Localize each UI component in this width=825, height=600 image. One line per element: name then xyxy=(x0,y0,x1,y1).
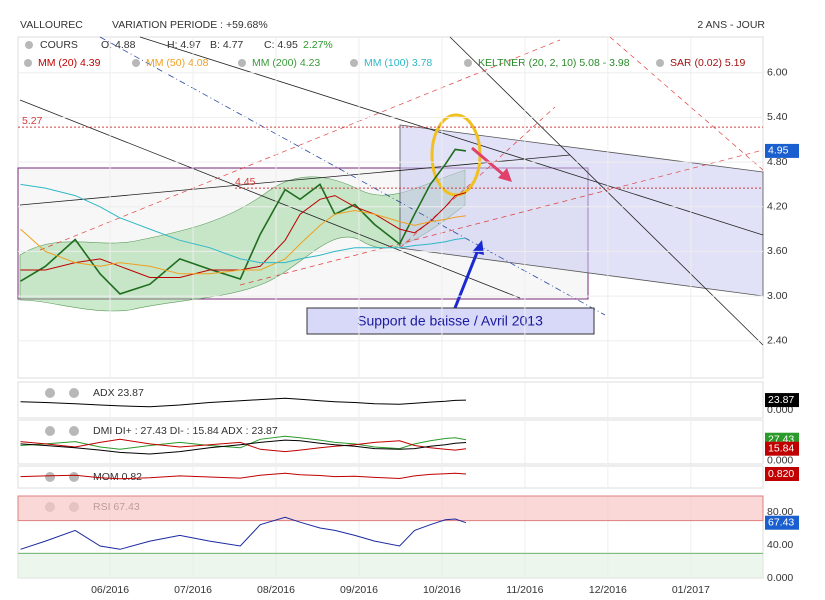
arrow xyxy=(453,249,480,309)
x-tick-label: 01/2017 xyxy=(672,584,710,596)
mom-panel xyxy=(17,465,764,489)
x-tick-label: 07/2016 xyxy=(174,584,212,596)
overbought-band xyxy=(17,495,764,522)
legend-indicator: MM (100) 3.78 xyxy=(364,57,432,69)
arrow-head xyxy=(498,168,512,182)
panel-icon[interactable] xyxy=(45,426,55,436)
support-line xyxy=(99,36,606,316)
last-value: 23.87 xyxy=(768,394,794,406)
panel-title: MOM 0.82 xyxy=(93,471,142,483)
x-tick-label: 12/2016 xyxy=(589,584,627,596)
fan-line xyxy=(399,106,556,249)
adx-panel xyxy=(17,381,764,419)
last-value: 0.820 xyxy=(768,468,794,480)
legend: COURS O: 4.88 H: 4.97 B: 4.77 C: 4.95 2.… xyxy=(25,39,333,51)
series-line xyxy=(20,192,467,278)
y-tick-label: 4.20 xyxy=(767,201,788,213)
gear-icon xyxy=(464,59,472,67)
annotation-box xyxy=(306,307,595,335)
legend-quote: B: 4.77 xyxy=(210,39,243,51)
last-value-box xyxy=(765,393,799,408)
y-tick-label: 0.000 xyxy=(767,455,793,467)
series-line xyxy=(20,397,467,408)
last-value-box xyxy=(765,515,799,530)
gear-icon xyxy=(238,59,246,67)
series-line xyxy=(20,439,467,455)
legend-quote: C: 4.95 xyxy=(264,39,298,51)
legend-indicator: KELTNER (20, 2, 10) 5.08 - 3.98 xyxy=(478,57,630,69)
trend-line xyxy=(139,36,764,236)
trend-line xyxy=(449,36,764,346)
gear-icon[interactable] xyxy=(25,41,33,49)
variation: VARIATION PERIODE : +59.68% xyxy=(112,19,268,31)
series-line xyxy=(20,183,467,264)
last-value-box xyxy=(765,143,799,158)
panel-icon[interactable] xyxy=(69,472,79,482)
x-tick-label: 10/2016 xyxy=(423,584,461,596)
panel-title: DMI DI+ : 27.43 DI- : 15.84 ADX : 23.87 xyxy=(93,425,278,437)
series-line xyxy=(20,148,467,295)
x-tick-label: 11/2016 xyxy=(506,584,543,596)
x-tick-label: 06/2016 xyxy=(91,584,129,596)
last-value: 67.43 xyxy=(768,516,794,528)
period: 2 ANS - JOUR xyxy=(697,19,765,31)
gear-icon xyxy=(350,59,358,67)
y-tick-label: 5.40 xyxy=(767,111,788,123)
fan-line xyxy=(609,36,764,171)
x-tick-label: 09/2016 xyxy=(340,584,378,596)
fan-line xyxy=(39,39,561,251)
fan-line xyxy=(239,149,764,286)
series-line xyxy=(20,472,467,480)
legend-indicator: MM (200) 4.23 xyxy=(252,57,320,69)
y-tick-label: 3.00 xyxy=(767,290,788,302)
dmi-panel xyxy=(17,419,764,465)
series-line xyxy=(20,516,467,550)
legend-indicator: MM (50) 4.08 xyxy=(146,57,209,69)
level-label: 4.45 xyxy=(235,176,256,188)
oversold-band xyxy=(18,553,763,578)
legend-quote: O: 4.88 xyxy=(101,39,136,51)
series-line xyxy=(20,438,467,453)
panel-title: ADX 23.87 xyxy=(93,387,144,399)
drawings: Support de baisse / Avril 2013 xyxy=(17,36,764,346)
gear-icon xyxy=(132,59,140,67)
y-tick-label: 3.60 xyxy=(767,245,788,257)
legend-quote: H: 4.97 xyxy=(167,39,201,51)
last-value: 4.95 xyxy=(768,145,789,157)
panel-icon[interactable] xyxy=(45,388,55,398)
stock-name: VALLOUREC xyxy=(20,19,83,31)
legend-indicator: MM (20) 4.39 xyxy=(38,57,101,69)
last-value-box xyxy=(765,441,799,456)
x-tick-label: 08/2016 xyxy=(257,584,295,596)
series-line xyxy=(20,209,467,275)
annotation: Support de baisse / Avril 2013 xyxy=(357,313,543,329)
legend-cours: COURS xyxy=(40,39,78,51)
y-tick-label: 80.00 xyxy=(767,506,793,518)
y-tick-label: 40.00 xyxy=(767,539,793,551)
last-value: 15.84 xyxy=(768,442,794,454)
panel-icon[interactable] xyxy=(45,472,55,482)
legend-change: 2.27% xyxy=(303,39,333,51)
gear-icon xyxy=(24,59,32,67)
panel-icon[interactable] xyxy=(69,426,79,436)
y-tick-label: 2.40 xyxy=(767,335,788,347)
series-line xyxy=(20,435,467,450)
panel-icon[interactable] xyxy=(69,388,79,398)
level-label: 5.27 xyxy=(22,115,43,127)
trend-line xyxy=(19,99,521,299)
gear-icon xyxy=(656,59,664,67)
last-value-box xyxy=(765,466,799,481)
y-tick-label: 0.000 xyxy=(767,572,793,584)
y-tick-label: 4.80 xyxy=(767,156,788,168)
y-tick-label: 6.00 xyxy=(767,67,788,79)
legend-indicator: SAR (0.02) 5.19 xyxy=(670,57,745,69)
